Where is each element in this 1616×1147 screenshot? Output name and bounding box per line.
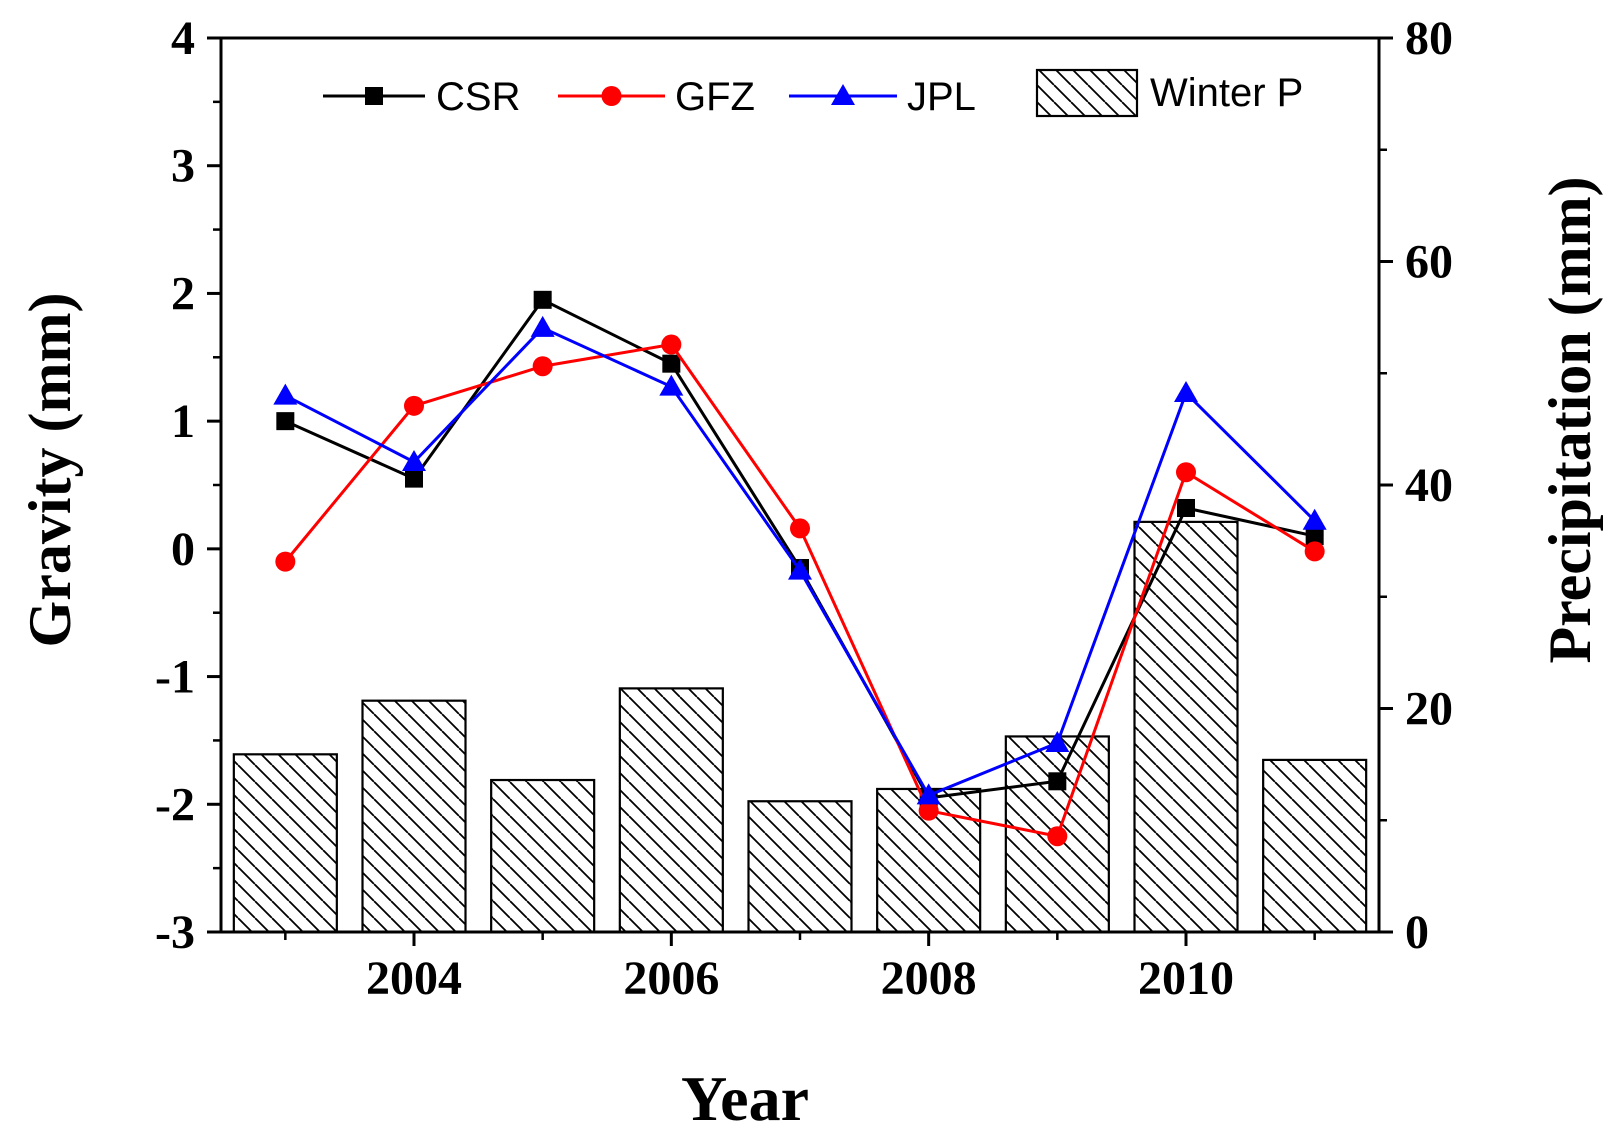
point-gfz-2010	[1176, 462, 1196, 483]
point-jpl-2011	[1302, 508, 1327, 530]
bar-winter-p-2004	[361, 699, 467, 934]
point-jpl-2010	[1174, 381, 1198, 403]
bars-layer	[232, 520, 1368, 934]
point-jpl-2006	[659, 374, 684, 396]
legend-label-gfz: GFZ	[675, 75, 755, 119]
legend-swatch-winter-p	[1035, 68, 1139, 118]
y-left-tick-label: -2	[155, 778, 195, 831]
lines-layer	[273, 290, 1327, 847]
bar-winter-p-2011	[1262, 758, 1368, 934]
point-gfz-2008	[918, 800, 939, 821]
y-right-tick-label: 0	[1405, 906, 1429, 959]
bar-winter-p-2007	[747, 800, 853, 934]
y-left-tick-label: 4	[171, 12, 195, 65]
y-left-tick-label: 3	[171, 140, 195, 193]
point-gfz-2011	[1304, 541, 1325, 562]
point-jpl-2008	[916, 783, 941, 805]
bar-winter-p-2010	[1133, 520, 1239, 934]
point-jpl-2003	[273, 383, 298, 405]
series-jpl	[273, 315, 1327, 805]
point-jpl-2005	[530, 315, 555, 337]
legend-label-jpl: JPL	[907, 75, 976, 119]
legend-marker-csr	[365, 87, 383, 105]
point-jpl-2004	[402, 450, 426, 472]
x-axis-title: Year	[681, 1063, 809, 1134]
y-left-tick-label: 1	[171, 395, 195, 448]
point-gfz-2007	[790, 518, 810, 539]
point-csr-2005	[533, 290, 552, 309]
x-tick-label: 2010	[1138, 952, 1234, 1005]
point-gfz-2004	[404, 395, 424, 416]
y-left-tick-label: 2	[171, 267, 195, 320]
y-left-tick-label: 0	[171, 523, 195, 576]
point-gfz-2006	[661, 334, 682, 355]
point-csr-2004	[405, 469, 423, 488]
point-csr-2011	[1305, 527, 1324, 546]
y-axis-right-title: Precipitation (mm)	[1537, 176, 1603, 663]
bar-winter-p-2003	[232, 753, 338, 934]
point-gfz-2009	[1047, 826, 1068, 847]
y-right-tick-label: 60	[1405, 236, 1453, 289]
point-gfz-2003	[275, 551, 296, 572]
point-csr-2009	[1048, 772, 1067, 791]
bar-winter-p-2006	[618, 687, 724, 934]
point-csr-2006	[662, 354, 681, 373]
y-right-tick-label: 40	[1405, 459, 1453, 512]
point-csr-2010	[1177, 498, 1195, 517]
y-left-tick-label: -1	[155, 651, 195, 704]
point-jpl-2009	[1045, 730, 1070, 752]
legend-marker-jpl	[831, 84, 855, 105]
legend-marker-gfz	[601, 86, 622, 106]
bar-winter-p-2005	[490, 778, 596, 934]
y-left-tick-label: -3	[155, 906, 195, 959]
legend-label-csr: CSR	[436, 75, 520, 119]
point-csr-2003	[276, 412, 295, 431]
y-right-tick-label: 80	[1405, 12, 1453, 65]
legend-label-winter-p: Winter P	[1150, 71, 1303, 115]
x-tick-label: 2008	[881, 952, 977, 1005]
x-tick-label: 2004	[366, 952, 462, 1005]
point-gfz-2005	[532, 356, 553, 377]
x-tick-label: 2006	[623, 952, 719, 1005]
y-right-tick-label: 20	[1405, 683, 1453, 736]
legend: CSR GFZ JPL Winter P	[323, 68, 1303, 119]
point-jpl-2007	[788, 558, 812, 580]
y-axis-left-title: Gravity (mm)	[17, 293, 83, 648]
series-gfz	[275, 334, 1325, 847]
